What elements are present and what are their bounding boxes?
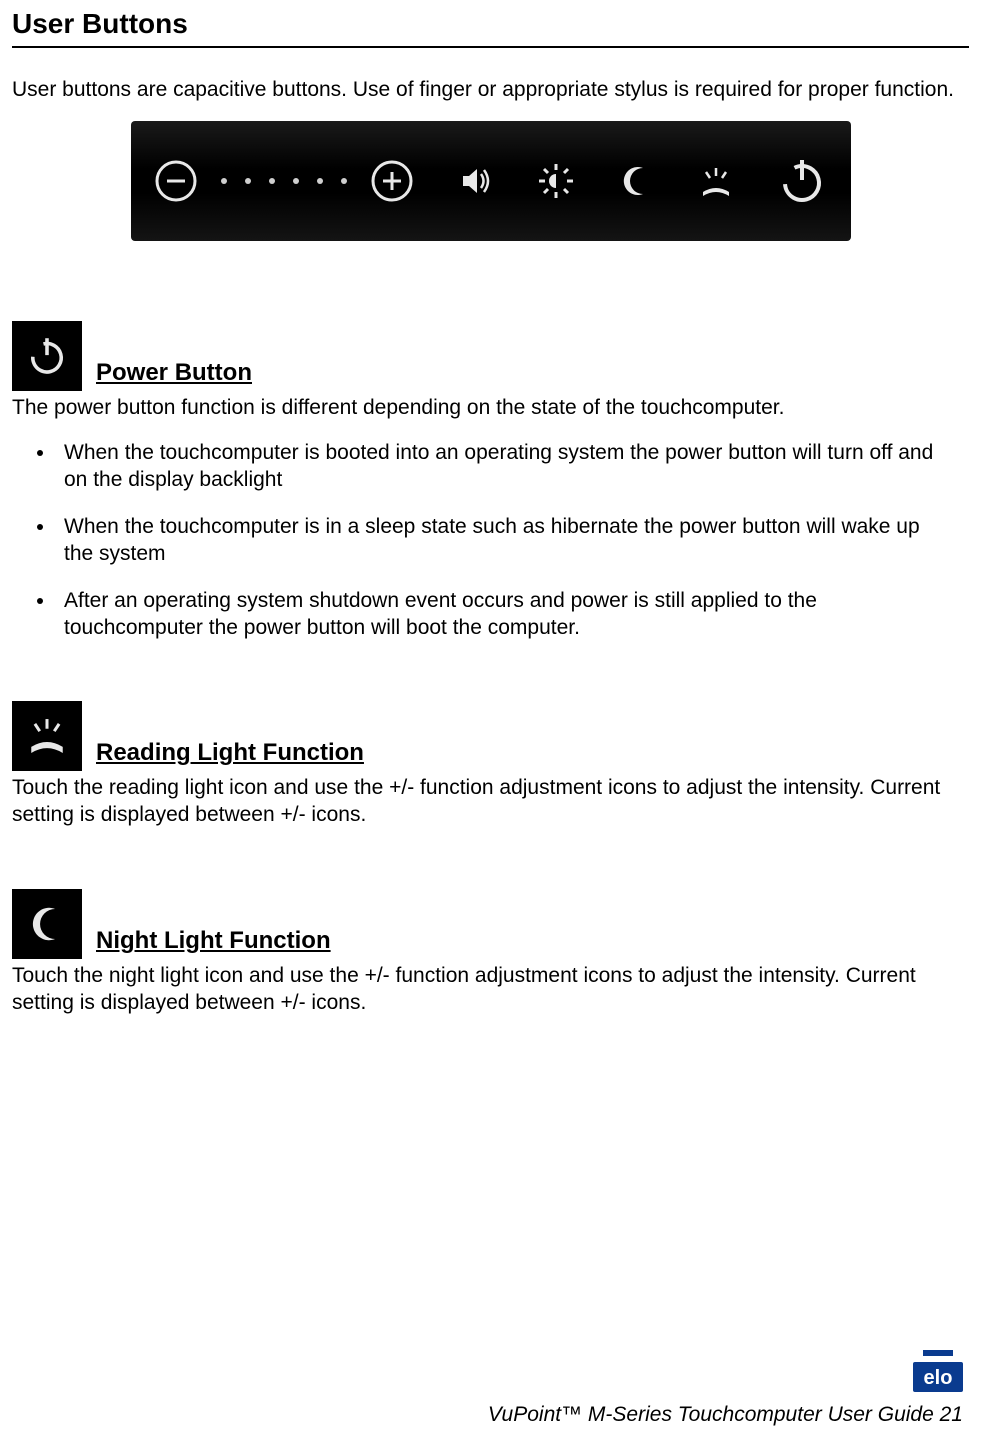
section-night-title: Night Light Function (96, 927, 331, 955)
reading-light-icon (697, 162, 735, 200)
section-reading-head: Reading Light Function (12, 701, 969, 771)
power-bullet: When the touchcomputer is in a sleep sta… (56, 514, 969, 568)
power-bullet: When the touchcomputer is booted into an… (56, 440, 969, 494)
night-light-icon (25, 902, 69, 946)
page-title: User Buttons (12, 8, 969, 40)
svg-text:elo: elo (924, 1367, 953, 1389)
section-power-title: Power Button (96, 359, 252, 387)
power-icon (775, 154, 829, 208)
page-footer: elo VuPoint™ M-Series Touchcomputer User… (488, 1350, 963, 1427)
speaker-icon (457, 162, 495, 200)
intro-paragraph: User buttons are capacitive buttons. Use… (12, 76, 969, 103)
title-rule (12, 46, 969, 48)
night-icon-box (12, 889, 82, 959)
elo-logo: elo (913, 1350, 963, 1397)
minus-icon (153, 158, 199, 204)
section-reading-body: Touch the reading light icon and use the… (12, 775, 969, 829)
level-dots (221, 178, 347, 184)
button-panel (131, 121, 851, 241)
power-bullet: After an operating system shutdown event… (56, 588, 969, 642)
reading-light-icon (24, 713, 70, 759)
power-icon-box (12, 321, 82, 391)
section-night-body: Touch the night light icon and use the +… (12, 963, 969, 1017)
footer-text: VuPoint™ M-Series Touchcomputer User Gui… (488, 1403, 963, 1427)
power-bullets: When the touchcomputer is booted into an… (12, 440, 969, 641)
night-light-icon (617, 162, 655, 200)
brightness-icon (537, 162, 575, 200)
reading-icon-box (12, 701, 82, 771)
plus-icon (369, 158, 415, 204)
section-night-head: Night Light Function (12, 889, 969, 959)
button-panel-figure (12, 121, 969, 241)
document-page: User Buttons User buttons are capacitive… (0, 0, 981, 1445)
section-power-body: The power button function is different d… (12, 395, 969, 422)
section-power: Power Button The power button function i… (12, 321, 969, 641)
power-icon (23, 332, 71, 380)
section-night: Night Light Function Touch the night lig… (12, 889, 969, 1017)
section-reading: Reading Light Function Touch the reading… (12, 701, 969, 829)
section-power-head: Power Button (12, 321, 969, 391)
section-reading-title: Reading Light Function (96, 739, 364, 767)
